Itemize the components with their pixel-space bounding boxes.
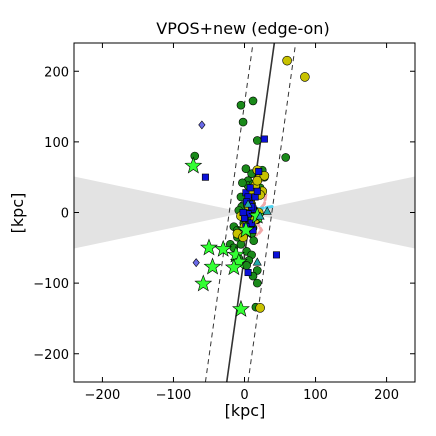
point-circle-44 — [281, 153, 291, 162]
x-tick-label: −200 — [85, 388, 121, 403]
chart-title: VPOS+new (edge-on) — [156, 19, 329, 38]
point-star-11 — [248, 206, 267, 224]
point-circle-43 — [190, 151, 200, 161]
axes: −200 −100 0 100 200 −200 −100 0 100 200 — [33, 43, 415, 403]
point-circle-3 — [238, 117, 248, 127]
point-circle-20 — [255, 303, 265, 313]
point-square-15 — [255, 168, 263, 176]
x-tick-label: 0 — [240, 388, 248, 403]
point-diamond-2 — [192, 258, 200, 268]
point-star-6 — [227, 245, 245, 263]
plane-upper-boundary — [247, 43, 297, 382]
point-circle-13 — [252, 175, 263, 186]
point-circle-4 — [252, 136, 262, 145]
point-square-12 — [246, 184, 254, 192]
point-circle-1 — [282, 55, 292, 66]
point-star-2 — [194, 274, 213, 292]
point-star-8 — [224, 258, 243, 276]
point-square-18 — [253, 187, 261, 195]
point-star-5 — [214, 239, 233, 257]
point-triangle-4 — [262, 206, 272, 215]
x-tick-label: −100 — [156, 388, 192, 403]
point-square-9 — [248, 219, 256, 227]
point-triangle-1 — [252, 257, 262, 266]
point-square-14 — [244, 269, 252, 277]
point-star-3 — [203, 257, 222, 275]
x-tick-label: 200 — [374, 388, 399, 403]
y-axis-label: [kpc] — [8, 193, 27, 234]
point-diamond-1 — [198, 120, 206, 130]
point-circle-2 — [300, 72, 310, 82]
plane-lower-boundary — [204, 43, 254, 382]
y-tick-label: 100 — [44, 136, 69, 151]
x-axis-label: [kpc] — [225, 401, 266, 420]
point-star-1 — [184, 156, 203, 174]
point-square-13 — [272, 251, 280, 259]
point-triangle-3 — [255, 211, 265, 220]
point-star-9 — [237, 220, 255, 238]
point-star-10 — [232, 299, 250, 317]
point-circle-6 — [241, 164, 251, 174]
point-circle-2 — [248, 96, 258, 106]
y-tick-label: −200 — [33, 348, 69, 363]
avoidance-wedge-right — [244, 176, 415, 249]
point-circle-39 — [252, 278, 262, 288]
point-square-16 — [239, 209, 247, 217]
y-tick-label: −100 — [33, 277, 69, 292]
y-tick-label: 0 — [61, 207, 69, 222]
x-tick-label: 100 — [303, 388, 328, 403]
point-circle-29 — [249, 236, 259, 246]
point-square-2 — [201, 173, 209, 181]
point-star-4 — [200, 238, 218, 256]
point-circle-23 — [238, 178, 247, 188]
point-triangle-2 — [243, 199, 253, 208]
point-square-1 — [260, 135, 268, 143]
point-circle-1 — [236, 100, 246, 110]
avoidance-wedge-left — [74, 176, 245, 249]
plot-area — [74, 43, 415, 382]
y-tick-label: 200 — [44, 65, 69, 80]
